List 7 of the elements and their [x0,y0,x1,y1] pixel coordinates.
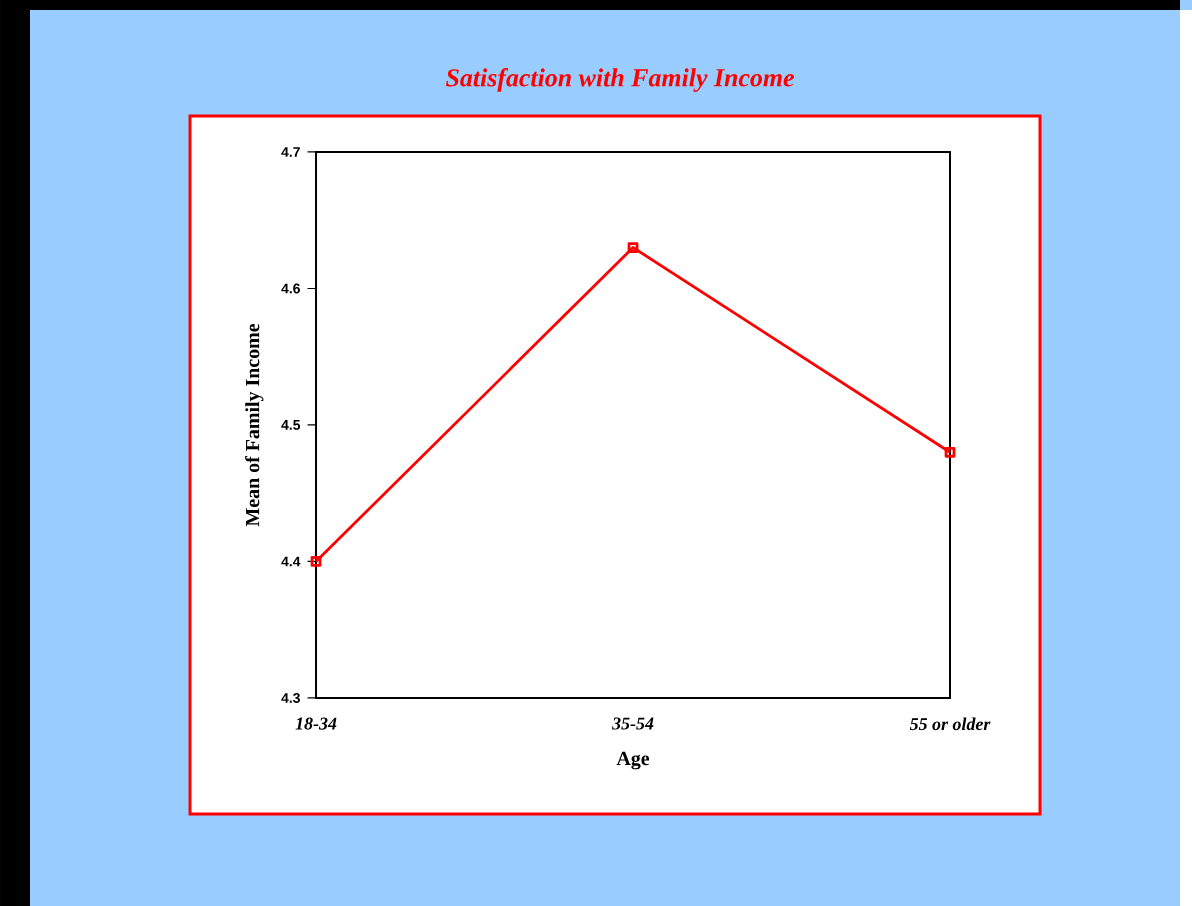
x-axis-title: Age [616,751,650,770]
x-tick-label: 18-34 [295,717,337,730]
chart-title: Satisfaction with Family Income [445,68,794,92]
x-tick-label: 35-54 [611,717,654,730]
point [627,242,639,253]
x-tick-label: 55 or older [909,717,991,731]
y-axis-title: Mean of Family Income [245,323,264,527]
